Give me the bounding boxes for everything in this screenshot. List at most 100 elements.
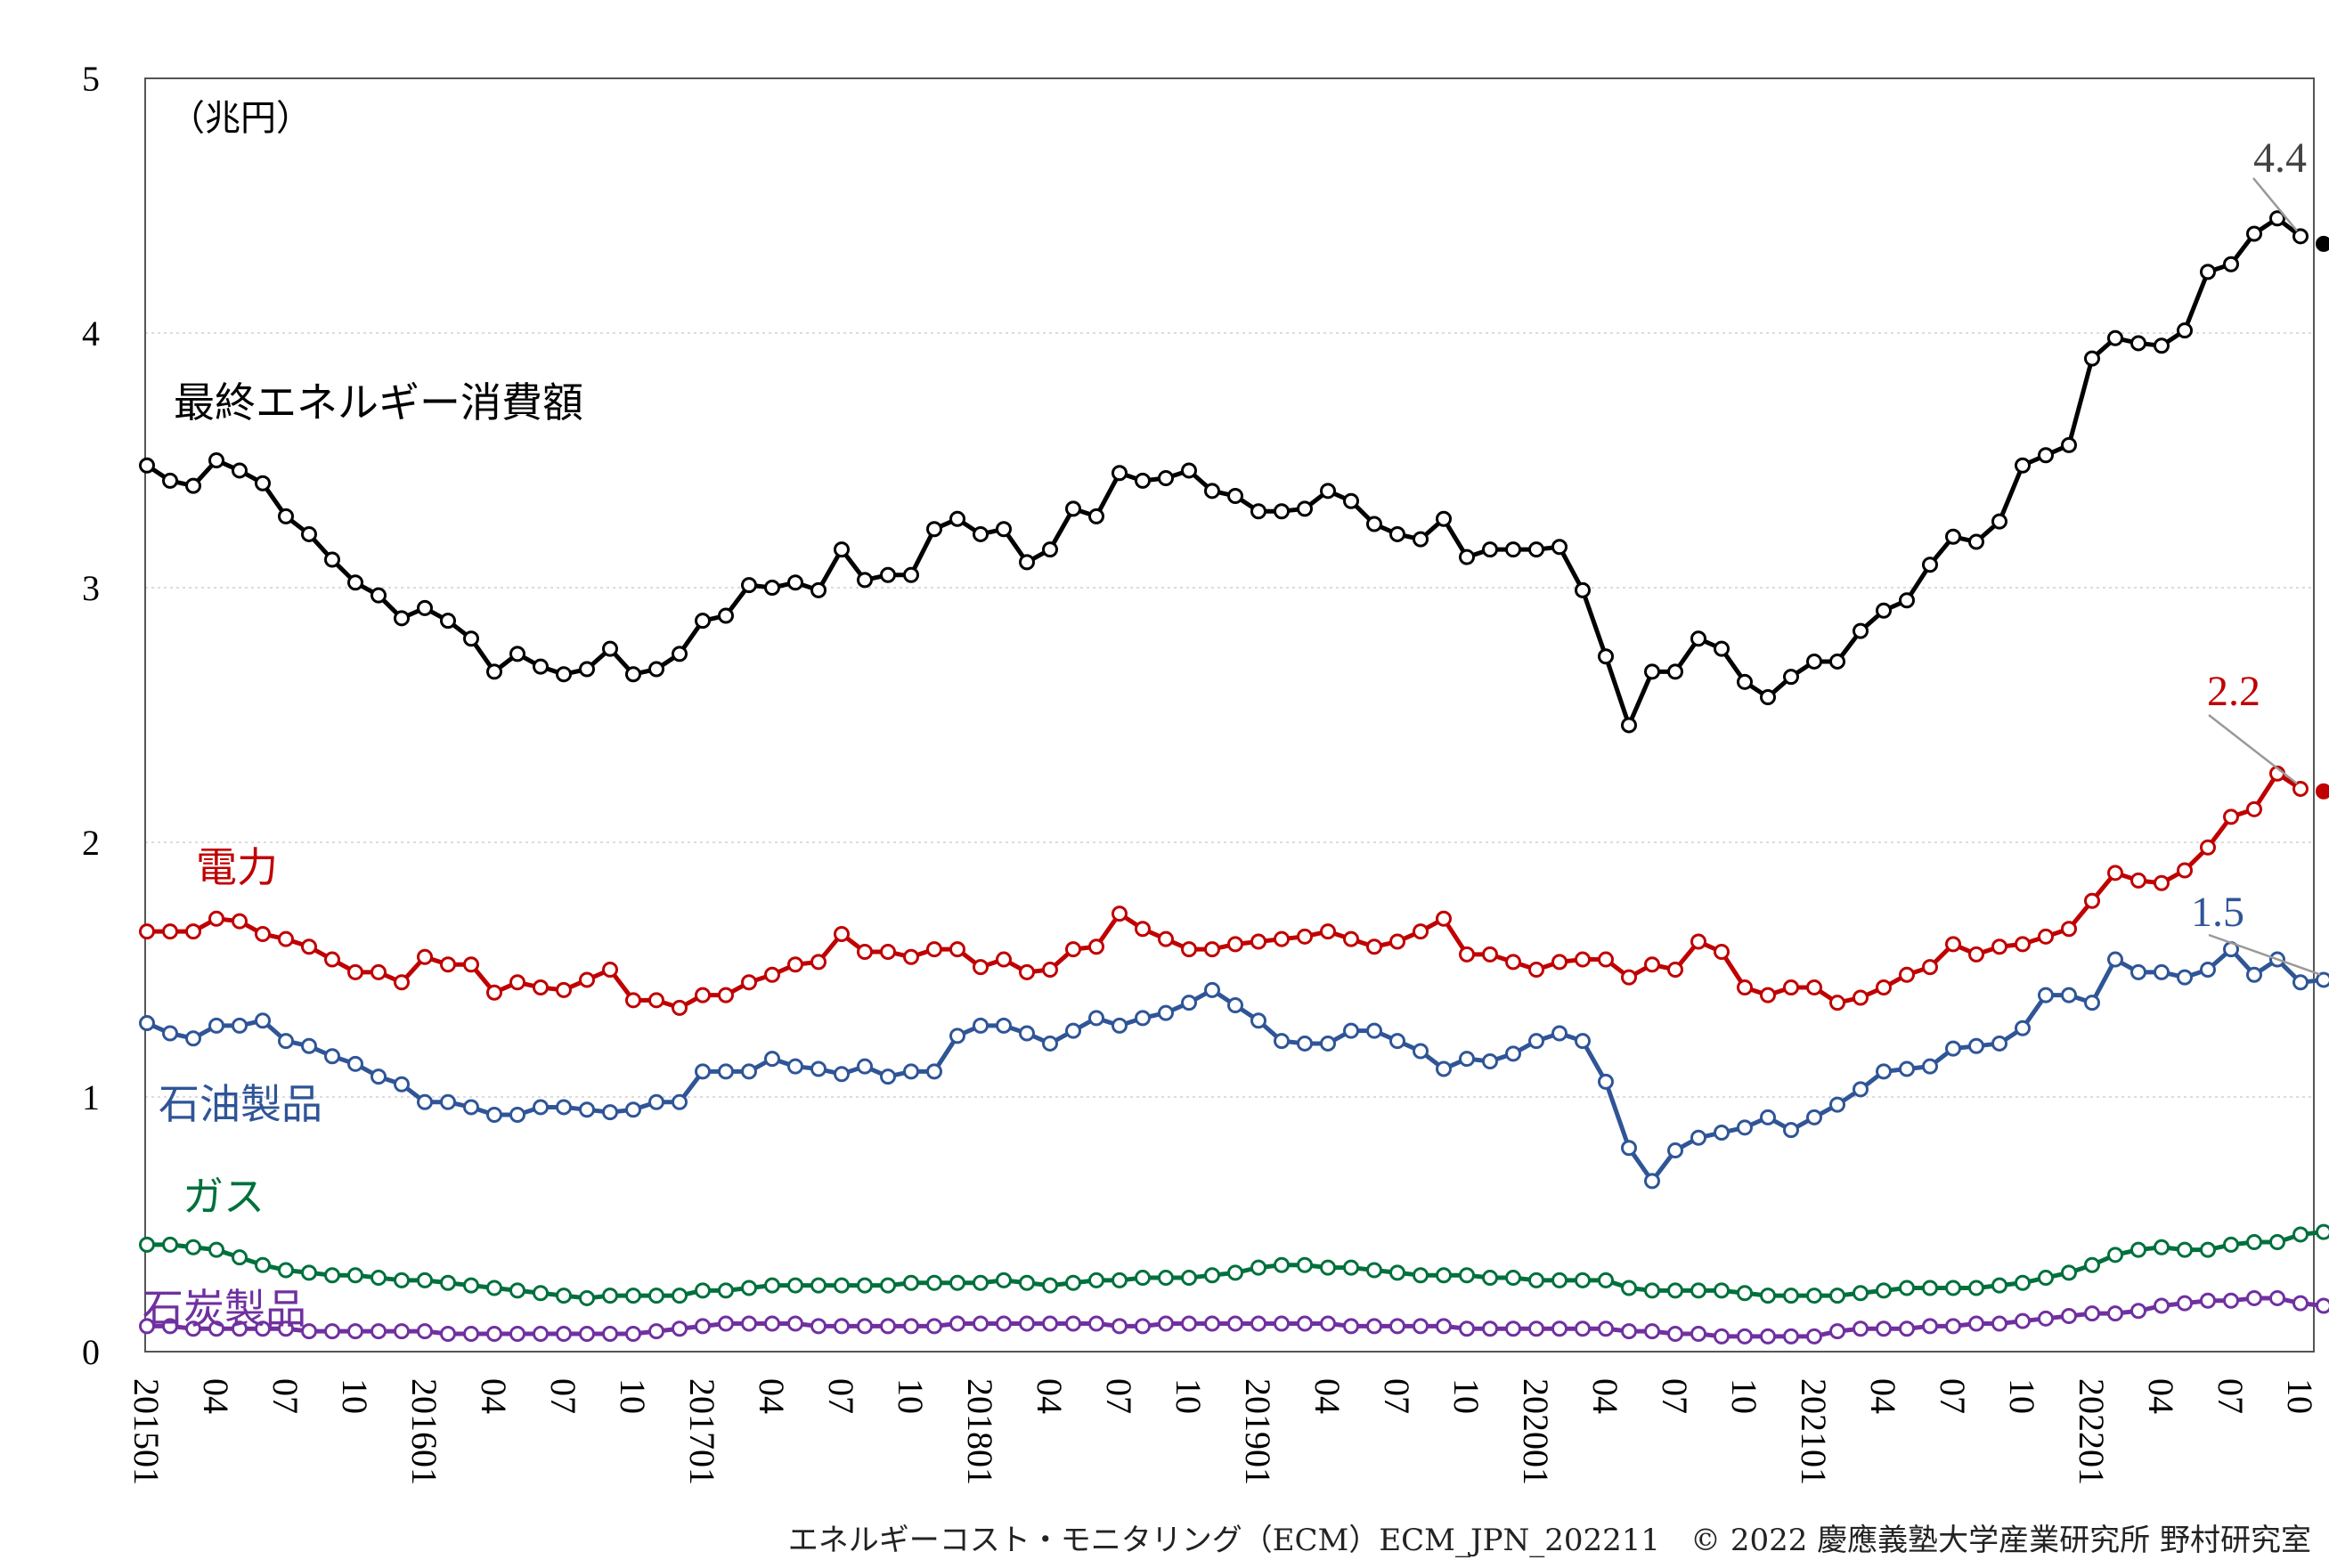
data-point bbox=[1715, 945, 1729, 958]
data-point bbox=[650, 1289, 664, 1303]
data-point bbox=[257, 1258, 270, 1271]
data-point bbox=[1021, 1276, 1034, 1289]
data-point bbox=[1322, 484, 1335, 498]
data-point bbox=[627, 994, 640, 1007]
x-tick-label: 07 bbox=[265, 1378, 305, 1414]
data-point bbox=[1414, 925, 1428, 938]
data-point bbox=[511, 647, 525, 661]
data-point bbox=[1576, 1035, 1590, 1048]
data-point bbox=[1044, 1317, 1057, 1330]
data-point bbox=[1090, 940, 1103, 954]
series-4 bbox=[141, 1220, 2329, 1305]
data-point bbox=[835, 1068, 849, 1081]
data-point bbox=[1368, 940, 1381, 954]
data-point bbox=[1414, 1269, 1428, 1282]
x-tick-label: 07 bbox=[1099, 1378, 1139, 1414]
data-point bbox=[1044, 1279, 1057, 1292]
data-point bbox=[1113, 1019, 1127, 1032]
data-point bbox=[1136, 474, 1150, 487]
data-point bbox=[2225, 257, 2238, 271]
data-point bbox=[395, 1273, 409, 1287]
series-3 bbox=[141, 943, 2329, 1188]
data-point bbox=[1461, 550, 1474, 564]
data-point bbox=[534, 1327, 548, 1340]
data-point bbox=[1739, 1121, 1752, 1134]
data-point bbox=[720, 1065, 733, 1078]
data-point bbox=[789, 1279, 802, 1292]
data-point bbox=[233, 1019, 247, 1032]
data-point bbox=[1530, 1035, 1543, 1048]
data-point bbox=[2271, 1291, 2284, 1304]
data-point bbox=[627, 1103, 640, 1117]
data-point bbox=[743, 1065, 756, 1078]
data-point bbox=[2040, 1271, 2053, 1285]
data-point bbox=[1275, 932, 1289, 946]
data-point bbox=[650, 1095, 664, 1109]
data-point bbox=[1252, 1261, 1266, 1274]
data-point bbox=[1299, 1258, 1312, 1271]
data-point bbox=[650, 1325, 664, 1338]
data-point bbox=[1623, 971, 1636, 984]
data-point bbox=[2248, 1291, 2261, 1304]
data-point bbox=[2178, 971, 2192, 984]
data-point bbox=[210, 912, 224, 925]
data-point bbox=[326, 1050, 339, 1063]
data-point bbox=[419, 1273, 432, 1287]
data-point bbox=[257, 1014, 270, 1028]
data-point bbox=[1113, 1320, 1127, 1333]
data-point bbox=[1924, 1060, 1937, 1073]
data-point bbox=[2063, 988, 2076, 1002]
data-point bbox=[627, 1327, 640, 1340]
y-tick-label: 3 bbox=[82, 568, 100, 608]
x-tick-label: 04 bbox=[752, 1378, 792, 1414]
data-point bbox=[465, 958, 478, 971]
data-point bbox=[419, 601, 432, 614]
data-point bbox=[1090, 1317, 1103, 1330]
series-line bbox=[147, 218, 2300, 725]
data-point bbox=[303, 940, 316, 954]
data-point bbox=[2178, 1243, 2192, 1256]
data-point bbox=[326, 1269, 339, 1282]
data-point bbox=[1067, 1024, 1080, 1037]
x-tick-label: 04 bbox=[2141, 1378, 2181, 1414]
data-point bbox=[1507, 955, 1520, 969]
data-point bbox=[349, 965, 362, 979]
data-point bbox=[2063, 1309, 2076, 1322]
data-point bbox=[1692, 935, 1706, 948]
data-point bbox=[2086, 352, 2099, 365]
data-point bbox=[280, 932, 293, 946]
data-point bbox=[859, 573, 872, 587]
data-point bbox=[673, 1289, 687, 1303]
data-point bbox=[673, 1001, 687, 1014]
data-point bbox=[1391, 1320, 1405, 1333]
data-point bbox=[1229, 999, 1242, 1012]
data-point bbox=[951, 1317, 965, 1330]
data-point bbox=[1553, 540, 1567, 554]
data-point bbox=[1553, 955, 1567, 969]
data-point bbox=[2317, 1225, 2329, 1239]
data-point bbox=[2132, 337, 2146, 350]
data-point bbox=[789, 1060, 802, 1073]
data-point bbox=[1646, 1325, 1659, 1338]
x-tick-label: 07 bbox=[821, 1378, 861, 1414]
data-point bbox=[673, 1322, 687, 1336]
data-point bbox=[905, 1320, 918, 1333]
data-point bbox=[511, 976, 525, 989]
data-point bbox=[1368, 1263, 1381, 1277]
gridlines bbox=[145, 333, 2314, 1097]
x-tick-label: 202001 bbox=[1516, 1378, 1556, 1485]
data-point bbox=[164, 925, 177, 938]
data-point bbox=[2063, 438, 2076, 451]
data-point bbox=[2294, 1228, 2308, 1241]
data-point bbox=[835, 543, 849, 557]
data-point bbox=[372, 589, 386, 602]
data-point bbox=[1831, 1098, 1844, 1111]
data-point bbox=[1252, 505, 1266, 518]
data-point bbox=[1368, 517, 1381, 531]
data-point bbox=[233, 914, 247, 928]
data-point bbox=[1345, 1024, 1358, 1037]
data-point bbox=[1414, 1044, 1428, 1058]
data-point bbox=[1090, 1011, 1103, 1025]
data-point bbox=[812, 1062, 826, 1076]
